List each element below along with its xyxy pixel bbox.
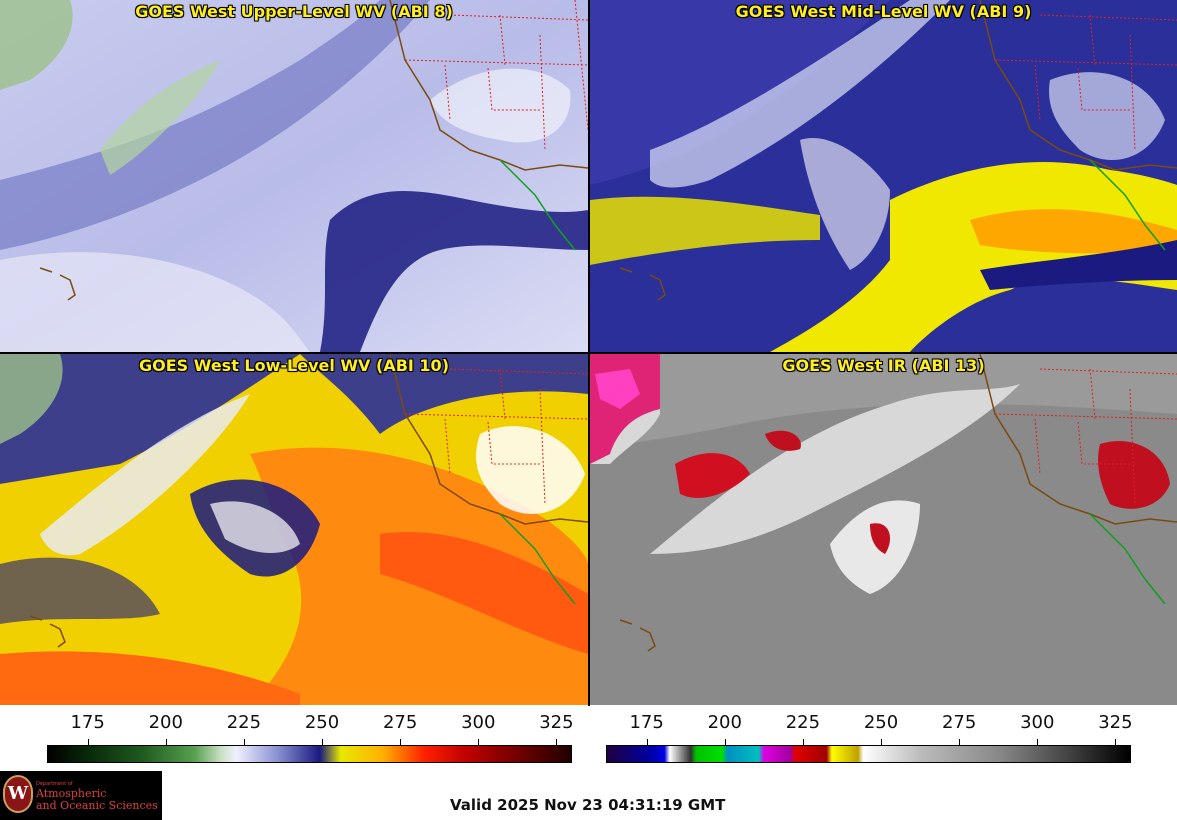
- colorbar-tick: [959, 739, 961, 745]
- upper-level-wv-panel: GOES West Upper-Level WV (ABI 8): [0, 0, 588, 352]
- panel-title: GOES West Upper-Level WV (ABI 8): [135, 2, 453, 21]
- valid-time: Valid 2025 Nov 23 04:31:19 GMT: [450, 796, 726, 814]
- low-level-wv-image: [0, 354, 588, 705]
- colorbar-tick-label: 250: [863, 712, 899, 733]
- colorbar-tick: [724, 739, 726, 745]
- colorbar-tick-label: 325: [1098, 712, 1133, 733]
- ir-panel: GOES West IR (ABI 13): [590, 354, 1177, 705]
- ir-colorbar-ticklabels: 175 200 225 250 275 300 325: [606, 712, 1133, 738]
- colorbar-tick-label: 250: [304, 712, 340, 733]
- mid-level-wv-image: [590, 0, 1177, 352]
- colorbar-tick-label: 275: [941, 712, 977, 733]
- logo-line-1: Atmospheric: [36, 787, 107, 800]
- colorbar-tick: [646, 739, 648, 745]
- colorbar-tick: [165, 739, 167, 745]
- ir-colorbar: 175 200 225 250 275 300 325: [606, 712, 1133, 768]
- colorbar-tick: [478, 739, 480, 745]
- uw-seal-icon: W: [3, 775, 33, 813]
- panel-divider-horizontal: [0, 352, 1177, 354]
- colorbar-tick-label: 325: [539, 712, 574, 733]
- colorbar-tick-label: 300: [461, 712, 496, 733]
- colorbar-tick-label: 175: [70, 712, 105, 733]
- colorbar-tick: [400, 739, 402, 745]
- colorbar-tick: [556, 739, 558, 745]
- colorbar-tick-label: 225: [785, 712, 821, 733]
- panel-title: GOES West Mid-Level WV (ABI 9): [735, 2, 1032, 21]
- logo-dept-text: Department of: [36, 781, 73, 787]
- upper-level-wv-image: [0, 0, 588, 352]
- colorbar-tick-label: 175: [629, 712, 664, 733]
- wv-colorbar: 175 200 225 250 275 300 325: [47, 712, 574, 768]
- colorbar-tick-label: 200: [148, 712, 183, 733]
- colorbar-tick: [322, 739, 323, 745]
- colorbar-tick: [1115, 739, 1117, 745]
- colorbar-tick: [243, 739, 245, 745]
- colorbar-tick: [87, 739, 89, 745]
- colorbar-tick: [802, 739, 804, 745]
- colorbar-tick: [881, 739, 882, 745]
- colorbar-tick-label: 225: [226, 712, 262, 733]
- ir-colorbar-gradient: [606, 745, 1131, 763]
- panel-title: GOES West IR (ABI 13): [782, 356, 985, 375]
- logo-line-2: and Oceanic Sciences: [36, 799, 158, 812]
- colorbar-tick-label: 300: [1020, 712, 1055, 733]
- colorbar-tick-label: 275: [382, 712, 418, 733]
- ir-image: [590, 354, 1177, 705]
- wv-colorbar-ticklabels: 175 200 225 250 275 300 325: [47, 712, 574, 738]
- colorbar-tick: [1037, 739, 1039, 745]
- mid-level-wv-panel: GOES West Mid-Level WV (ABI 9): [590, 0, 1177, 352]
- colorbar-tick-label: 200: [707, 712, 742, 733]
- wv-colorbar-gradient: [47, 745, 572, 763]
- panel-title: GOES West Low-Level WV (ABI 10): [138, 356, 449, 375]
- low-level-wv-panel: GOES West Low-Level WV (ABI 10): [0, 354, 588, 705]
- aos-logo[interactable]: W Department of Atmospheric and Oceanic …: [0, 771, 162, 820]
